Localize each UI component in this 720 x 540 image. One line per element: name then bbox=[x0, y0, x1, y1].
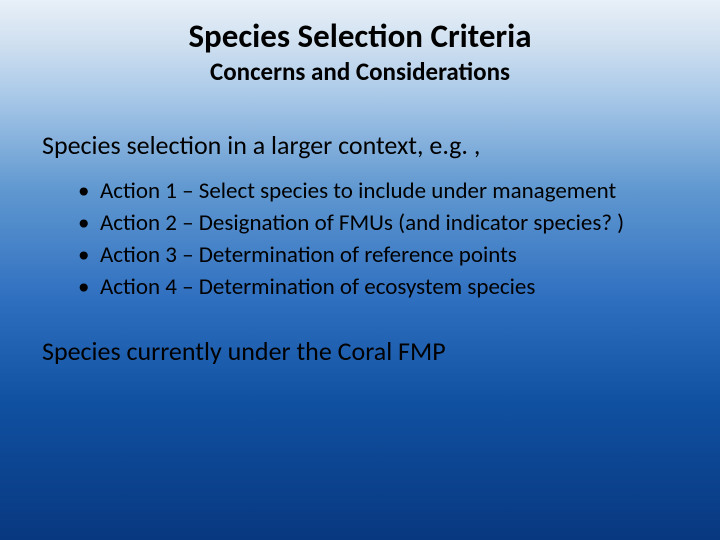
title-block: Species Selection Criteria Concerns and … bbox=[0, 0, 720, 91]
list-item: Action 4 – Determination of ecosystem sp… bbox=[78, 273, 678, 302]
slide-subtitle: Concerns and Considerations bbox=[40, 58, 680, 86]
section-heading: Species selection in a larger context, e… bbox=[42, 129, 678, 161]
list-item: Action 1 – Select species to include und… bbox=[78, 177, 678, 206]
footer-heading: Species currently under the Coral FMP bbox=[42, 335, 678, 367]
list-item: Action 3 – Determination of reference po… bbox=[78, 241, 678, 270]
slide-title: Species Selection Criteria bbox=[40, 18, 680, 56]
slide-body: Species selection in a larger context, e… bbox=[0, 91, 720, 367]
slide: Species Selection Criteria Concerns and … bbox=[0, 0, 720, 540]
bullet-list: Action 1 – Select species to include und… bbox=[42, 177, 678, 301]
list-item: Action 2 – Designation of FMUs (and indi… bbox=[78, 209, 678, 238]
